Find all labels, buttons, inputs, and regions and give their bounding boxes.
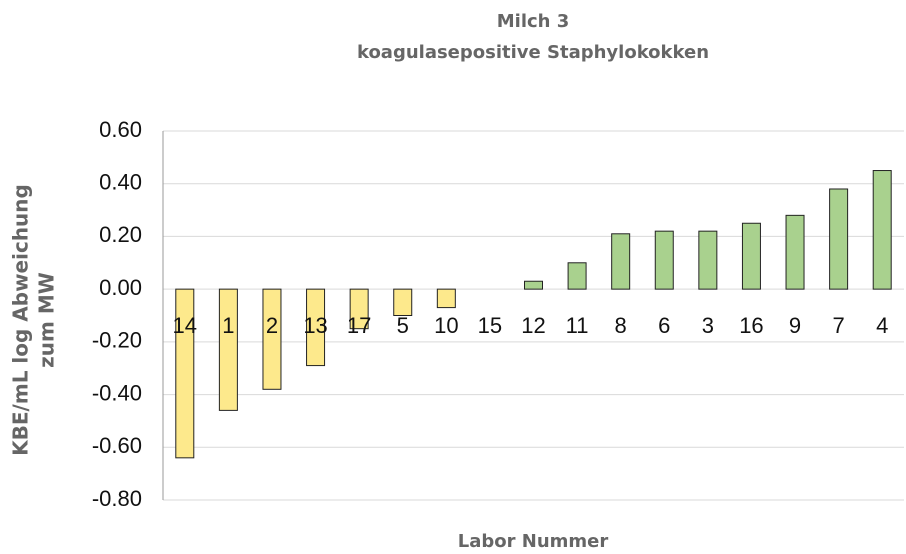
y-tick-label: -0.60 bbox=[92, 433, 142, 458]
chart-title: Milch 3 bbox=[497, 11, 570, 32]
y-tick-label: -0.20 bbox=[92, 328, 142, 353]
bar bbox=[262, 288, 282, 390]
y-tick-label: 0.60 bbox=[99, 117, 142, 142]
bar bbox=[393, 288, 413, 316]
x-tick-label: 17 bbox=[347, 313, 371, 338]
y-tick-label: 0.40 bbox=[99, 170, 142, 195]
x-tick-label: 14 bbox=[173, 313, 197, 338]
x-tick-label: 13 bbox=[303, 313, 327, 338]
y-tick-label: -0.80 bbox=[92, 486, 142, 511]
x-tick-label: 12 bbox=[521, 313, 545, 338]
bar bbox=[524, 280, 543, 290]
bar bbox=[741, 222, 761, 290]
x-tick-label: 9 bbox=[789, 313, 801, 338]
bar bbox=[654, 230, 674, 290]
x-tick-label: 16 bbox=[739, 313, 763, 338]
x-tick-label: 2 bbox=[266, 313, 278, 338]
y-axis-label: KBE/mL log Abweichung bbox=[9, 184, 33, 456]
bar bbox=[436, 288, 456, 309]
x-tick-label: 4 bbox=[876, 313, 888, 338]
bar bbox=[872, 170, 892, 290]
bar bbox=[829, 188, 849, 290]
x-tick-label: 15 bbox=[478, 313, 502, 338]
bar bbox=[218, 288, 238, 411]
x-tick-label: 11 bbox=[566, 313, 589, 338]
bar bbox=[306, 288, 326, 367]
x-tick-label: 10 bbox=[434, 313, 458, 338]
y-tick-label: 0.20 bbox=[99, 222, 142, 247]
bar bbox=[349, 288, 369, 330]
bar bbox=[785, 214, 805, 290]
y-tick-label: 0.00 bbox=[99, 275, 142, 300]
x-tick-label: 7 bbox=[832, 313, 844, 338]
x-tick-label: 1 bbox=[222, 313, 234, 338]
x-tick-label: 6 bbox=[658, 313, 670, 338]
bar bbox=[698, 230, 718, 290]
x-tick-label: 8 bbox=[615, 313, 627, 338]
bar bbox=[175, 288, 195, 459]
x-axis-label: Labor Nummer bbox=[458, 531, 609, 552]
chart-subtitle: koagulasepositive Staphylokokken bbox=[357, 42, 709, 63]
bar bbox=[611, 233, 631, 290]
y-axis-label: zum MW bbox=[35, 272, 59, 368]
x-tick-label: 5 bbox=[397, 313, 409, 338]
y-tick-label: -0.40 bbox=[92, 380, 142, 405]
x-tick-label: 3 bbox=[702, 313, 714, 338]
bar bbox=[567, 262, 587, 290]
